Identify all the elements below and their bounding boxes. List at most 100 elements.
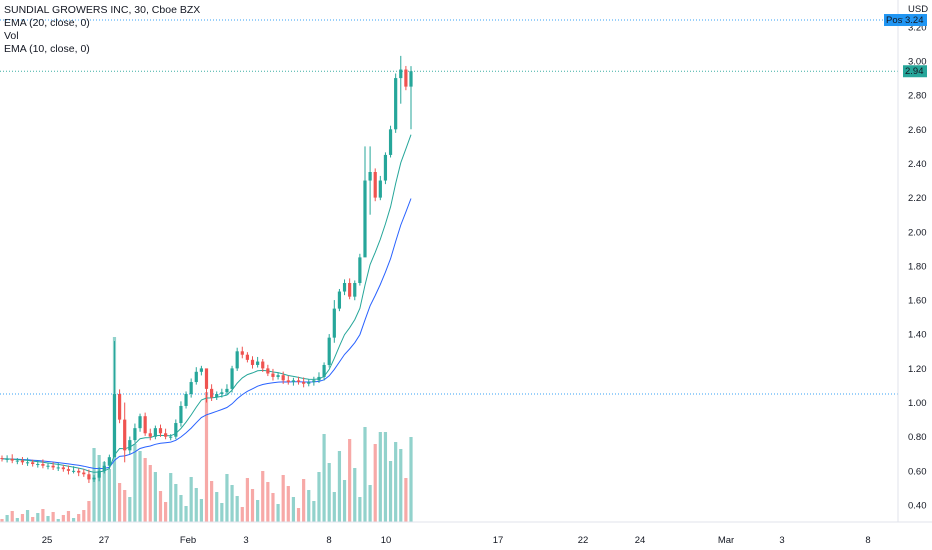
candle-body <box>143 416 147 434</box>
volume-bar <box>373 444 377 522</box>
volume-bar <box>230 485 234 522</box>
candle-body <box>46 465 50 467</box>
time-tick-label: 25 <box>42 535 53 546</box>
candle-body <box>276 375 280 377</box>
candle-body <box>353 283 357 297</box>
volume-bar <box>286 486 290 522</box>
volume-bars <box>0 337 413 522</box>
candle-body <box>296 380 301 383</box>
volume-bar <box>123 490 127 522</box>
price-tick-label: 3.20 <box>908 22 927 33</box>
candle-body <box>404 69 408 87</box>
vol-legend[interactable]: Vol <box>4 30 19 42</box>
candle-body <box>56 467 60 469</box>
volume-bar <box>368 485 372 522</box>
volume-bar <box>184 506 188 522</box>
price-tick-label: 2.40 <box>908 159 927 170</box>
time-tick-label: 3 <box>779 535 784 546</box>
volume-bar <box>332 492 336 522</box>
price-tick-label: 1.00 <box>908 398 927 409</box>
volume-bar <box>153 472 157 522</box>
volume-bar <box>51 512 55 522</box>
ema20-legend[interactable]: EMA (20, close, 0) <box>4 17 90 29</box>
volume-bar <box>117 483 122 522</box>
price-lines <box>0 19 898 395</box>
time-tick-label: 10 <box>381 535 392 546</box>
candle-body <box>266 368 270 374</box>
candle-body <box>15 460 19 462</box>
candle-body <box>363 180 367 258</box>
volume-bar <box>102 462 106 522</box>
volume-bar <box>327 463 331 522</box>
time-tick-label: Feb <box>180 535 196 546</box>
candle-body <box>210 388 214 398</box>
candle-body <box>394 78 398 130</box>
candle-body <box>36 464 40 466</box>
time-tick-label: 17 <box>493 535 504 546</box>
volume-bar <box>107 469 111 522</box>
volume-bar <box>215 492 219 522</box>
volume-bar <box>312 501 316 522</box>
currency-label[interactable]: USD <box>908 4 929 15</box>
volume-bar <box>220 503 224 522</box>
candle-body <box>77 470 81 473</box>
volume-bar <box>92 448 96 522</box>
volume-bar <box>138 451 142 522</box>
time-axis[interactable]: 25 27 Feb 3 8 10 17 22 24 Mar 3 8 <box>0 521 932 546</box>
candle-body <box>225 388 229 393</box>
time-tick-label: 8 <box>326 535 331 546</box>
symbol-title[interactable]: SUNDIAL GROWERS INC, 30, Cboe BZX <box>4 4 201 16</box>
volume-bar <box>189 477 193 522</box>
volume-bar <box>204 392 209 522</box>
candle-body <box>250 359 255 365</box>
candle-body <box>199 368 203 372</box>
time-tick-label: 24 <box>635 535 646 546</box>
candle-body <box>92 477 96 480</box>
volume-bar <box>5 515 9 522</box>
candle-body <box>240 351 244 355</box>
price-axis[interactable]: 3.20 3.00 2.80 2.60 2.40 2.20 2.00 1.80 1.60 1.40… <box>897 0 927 522</box>
candle-body <box>307 382 311 384</box>
candle-body <box>184 394 188 406</box>
candle-body <box>261 361 265 369</box>
candle-body <box>10 458 14 461</box>
volume-bar <box>358 497 362 522</box>
volume-bar <box>174 484 178 522</box>
chart-legend: SUNDIAL GROWERS INC, 30, Cboe BZX EMA (2… <box>4 4 200 56</box>
volume-bar <box>342 480 347 522</box>
candle-body <box>378 180 382 198</box>
candle-body <box>169 436 173 438</box>
volume-bar <box>291 497 296 522</box>
volume-bar <box>378 432 382 522</box>
ema10-legend[interactable]: EMA (10, close, 0) <box>4 43 90 55</box>
volume-bar <box>245 478 249 522</box>
ema20-line <box>2 198 412 470</box>
volume-bar <box>199 499 203 522</box>
volume-bar <box>322 434 326 522</box>
price-tick-label: 1.80 <box>908 261 927 272</box>
price-tick-label: 1.40 <box>908 330 927 341</box>
candle-body <box>123 419 127 451</box>
candle-body <box>117 394 122 420</box>
volume-bar <box>307 490 311 522</box>
candle-body <box>112 394 117 458</box>
volume-bar <box>394 442 398 522</box>
candle-body <box>179 405 183 424</box>
volume-bar <box>194 488 198 522</box>
volume-bar <box>158 491 163 522</box>
volume-bar <box>66 511 71 522</box>
candle-body <box>164 433 168 437</box>
candle-body <box>66 469 71 471</box>
candle-body <box>302 382 306 384</box>
time-tick-label: 3 <box>243 535 248 546</box>
volume-bar <box>337 451 342 522</box>
candle-body <box>322 364 326 377</box>
volume-bar <box>317 472 321 522</box>
candle-body <box>368 172 372 181</box>
post-price-tag-bg <box>903 14 927 27</box>
candle-body <box>337 291 342 309</box>
candle-body <box>256 361 260 365</box>
price-tick-label: 0.60 <box>908 466 927 477</box>
candle-body <box>281 375 285 381</box>
